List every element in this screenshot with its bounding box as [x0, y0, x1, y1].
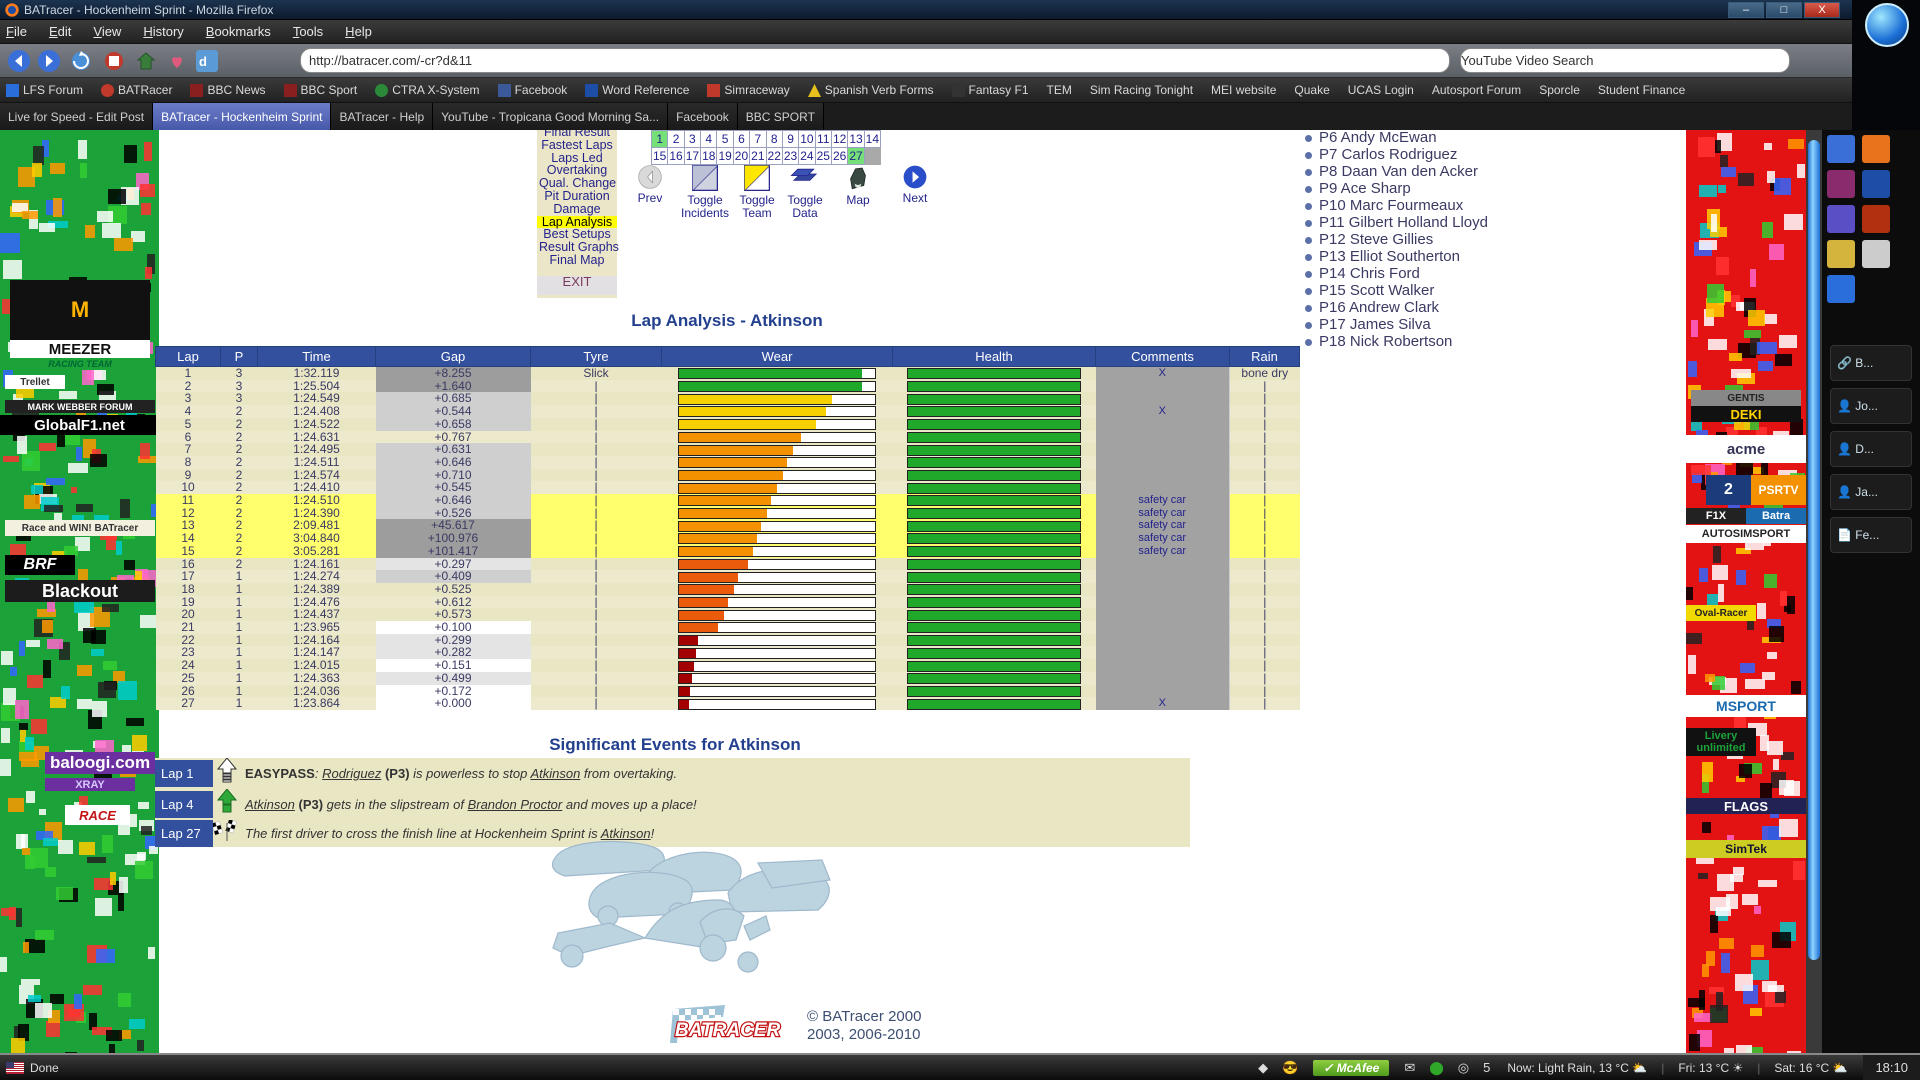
svg-text:BATRACER: BATRACER — [675, 1020, 780, 1041]
svg-text:d: d — [199, 54, 207, 69]
